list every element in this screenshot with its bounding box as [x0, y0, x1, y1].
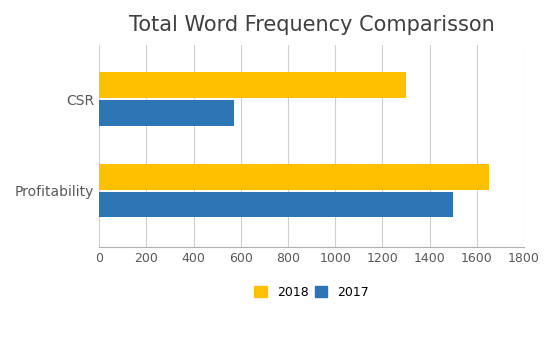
Bar: [99, 164, 488, 190]
Bar: [99, 192, 453, 218]
Legend: 2018, 2017: 2018, 2017: [252, 283, 371, 302]
Title: Total Word Frequency Comparisson: Total Word Frequency Comparisson: [129, 15, 495, 35]
Bar: [99, 73, 406, 98]
Bar: [99, 100, 234, 126]
